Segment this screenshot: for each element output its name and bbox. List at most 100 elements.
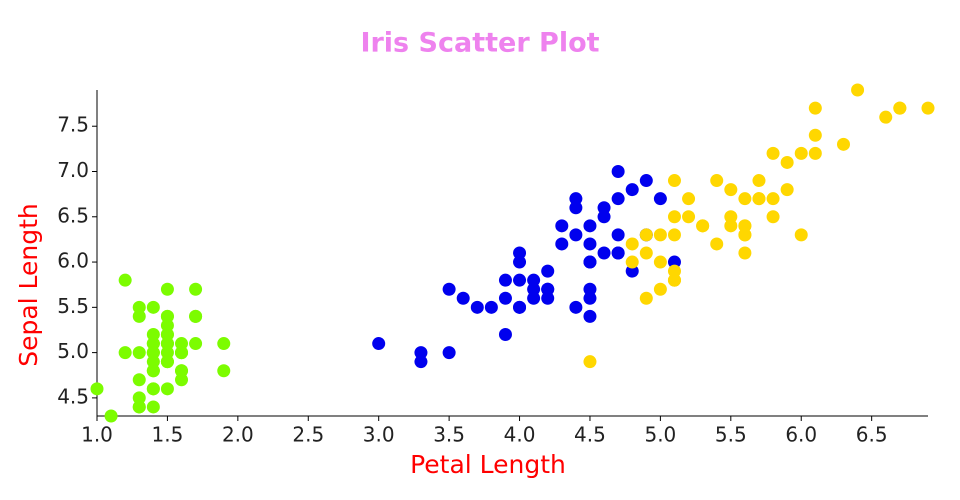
x-tick-label: 6.0	[785, 423, 817, 447]
point	[189, 282, 203, 296]
point	[766, 210, 780, 224]
point	[555, 237, 569, 251]
point	[118, 273, 132, 287]
point	[217, 364, 231, 378]
point	[104, 409, 118, 423]
point	[498, 328, 512, 341]
point	[414, 355, 428, 369]
point	[766, 192, 780, 206]
point	[653, 228, 667, 242]
point	[611, 228, 625, 242]
point	[653, 192, 667, 206]
point	[132, 346, 146, 360]
point	[667, 273, 681, 287]
point	[146, 355, 160, 369]
x-tick-label: 6.5	[856, 423, 888, 447]
point	[160, 337, 174, 351]
point	[146, 364, 160, 378]
point	[175, 337, 189, 351]
point	[597, 246, 611, 260]
point	[132, 300, 146, 314]
point	[527, 273, 541, 287]
point	[146, 346, 160, 360]
point	[780, 155, 794, 169]
point	[442, 282, 456, 296]
point	[653, 282, 667, 296]
point	[555, 219, 569, 233]
point	[667, 174, 681, 188]
point	[513, 300, 527, 314]
point	[667, 228, 681, 242]
point	[217, 337, 231, 351]
point	[175, 364, 189, 378]
x-tick-label: 3.0	[363, 423, 395, 447]
point	[569, 201, 583, 215]
point	[498, 273, 512, 287]
point	[118, 346, 132, 360]
y-tick-label: 5.5	[57, 294, 89, 318]
point	[513, 246, 527, 260]
x-tick-label: 5.5	[715, 423, 747, 447]
point	[498, 291, 512, 305]
point	[611, 192, 625, 206]
point	[160, 318, 174, 332]
point	[160, 382, 174, 396]
point	[146, 328, 160, 341]
point	[583, 282, 597, 296]
point	[639, 246, 653, 260]
point	[175, 373, 189, 387]
point	[667, 264, 681, 278]
point	[513, 255, 527, 269]
y-tick-label: 7.0	[57, 158, 89, 182]
point	[583, 291, 597, 305]
point	[724, 183, 738, 197]
point	[583, 219, 597, 233]
point	[738, 246, 752, 260]
point	[541, 282, 555, 296]
point	[625, 183, 639, 197]
point	[625, 255, 639, 269]
point	[836, 137, 850, 151]
point	[160, 355, 174, 369]
point	[893, 101, 907, 115]
point	[175, 346, 189, 360]
point	[160, 282, 174, 296]
point	[146, 382, 160, 396]
point	[808, 146, 822, 160]
point	[667, 210, 681, 224]
point	[456, 291, 470, 305]
x-tick-label: 2.5	[292, 423, 324, 447]
y-tick-label: 7.5	[57, 113, 89, 137]
point	[794, 146, 808, 160]
point	[527, 291, 541, 305]
x-tick-label: 4.5	[574, 423, 606, 447]
point	[724, 210, 738, 224]
point	[611, 165, 625, 178]
point	[442, 346, 456, 360]
point	[766, 146, 780, 160]
x-tick-label: 1.0	[81, 423, 113, 447]
point	[611, 246, 625, 260]
point	[639, 228, 653, 242]
point	[132, 309, 146, 323]
point	[372, 337, 386, 351]
point	[667, 255, 681, 269]
x-tick-label: 4.0	[504, 423, 536, 447]
point	[780, 183, 794, 197]
x-tick-label: 3.5	[433, 423, 465, 447]
point	[639, 291, 653, 305]
point	[921, 101, 935, 115]
point	[682, 192, 696, 206]
point	[808, 128, 822, 142]
point	[639, 174, 653, 188]
point	[160, 309, 174, 323]
point	[470, 300, 484, 314]
point	[132, 400, 146, 414]
point	[90, 382, 104, 396]
point	[484, 300, 498, 314]
y-axis-title: Sepal Length	[14, 203, 43, 367]
point	[696, 219, 710, 233]
y-tick-label: 6.0	[57, 249, 89, 273]
point	[808, 101, 822, 115]
